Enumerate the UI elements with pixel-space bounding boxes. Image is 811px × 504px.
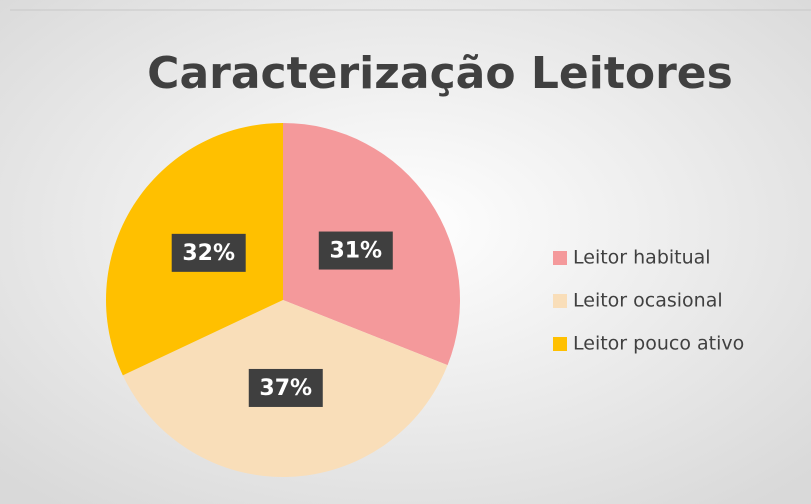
- data-label-box: [248, 368, 323, 407]
- legend-swatch: [553, 251, 567, 265]
- data-label: 32%: [182, 241, 235, 266]
- data-label: 37%: [259, 376, 312, 401]
- data-label-box: [171, 233, 246, 272]
- legend-label: Leitor ocasional: [573, 290, 723, 312]
- data-label: 31%: [329, 239, 382, 264]
- legend-label: Leitor pouco ativo: [573, 333, 744, 355]
- legend-label: Leitor habitual: [573, 247, 711, 269]
- legend-swatch: [553, 294, 567, 308]
- legend-swatch: [553, 337, 567, 351]
- data-label-box: [318, 231, 393, 270]
- chart-title: Caracterização Leitores: [147, 48, 733, 99]
